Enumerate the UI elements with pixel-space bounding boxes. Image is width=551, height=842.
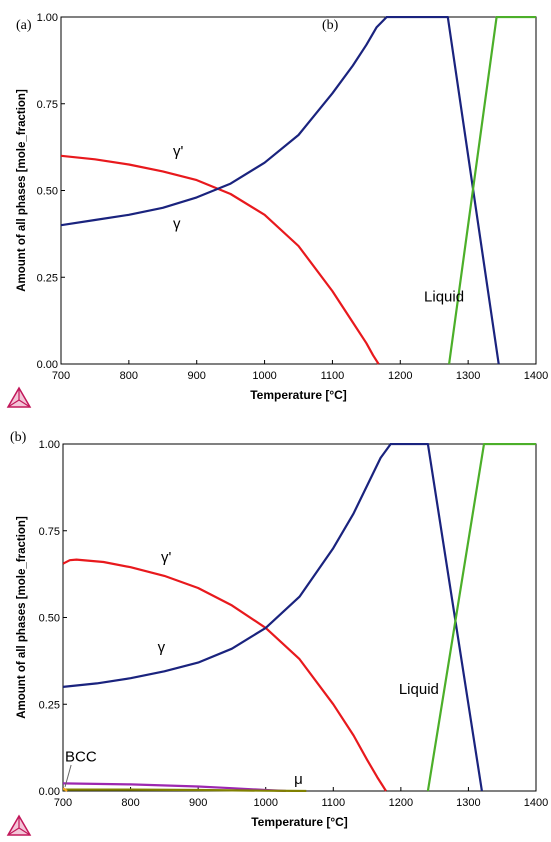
series-annotation: γ [158, 639, 166, 656]
y-axis-label: Amount of all phases [mole_fraction] [16, 89, 28, 292]
plot-area [62, 443, 537, 792]
series-line-liquid [426, 443, 536, 792]
chart-b-svg: 700 800 900 1000 1100 1200 1300 1400 0.00 0.25 0.5… [16, 439, 548, 829]
x-tick-label: 800 [121, 797, 139, 809]
x-tick-label: 1200 [389, 797, 413, 809]
y-tick-label: 0.25 [37, 272, 58, 284]
series-annotation: γ' [161, 549, 172, 566]
x-tick-label: 1400 [524, 370, 548, 382]
series-group [61, 16, 536, 365]
series-group [63, 443, 536, 792]
x-tick-label: 1300 [456, 370, 480, 382]
panel-label-b: (b) [10, 430, 27, 445]
series-annotation: BCC [65, 749, 97, 766]
x-tick-label: 1000 [252, 370, 276, 382]
series-line-minor [63, 787, 68, 792]
y-tick-label: 0.00 [37, 359, 58, 371]
x-tick-label: 1000 [253, 797, 277, 809]
series-line-gamma-prime [63, 558, 387, 792]
panel-label-a: (a) [16, 18, 32, 33]
y-axis-label: Amount of all phases [mole_fraction] [16, 516, 28, 719]
x-tick-label: 700 [54, 797, 72, 809]
series-annotation: Liquid [399, 681, 439, 698]
chart-panel-b: (b) 700 800 900 1000 1100 1200 1300 1400 0.00 0.2… [0, 426, 551, 842]
x-tick-label: 1100 [321, 797, 345, 809]
thermo-calc-logo-icon [6, 386, 32, 408]
y-tick-label: 1.00 [39, 439, 60, 451]
y-tick-label: 0.50 [37, 186, 58, 198]
panel-label-b-stray: (b) [322, 18, 339, 33]
x-tick-label: 900 [189, 797, 207, 809]
series-line-gamma [61, 16, 500, 365]
y-tick-label: 0.00 [39, 786, 60, 798]
x-axis-label: Temperature [°C] [251, 815, 348, 829]
series-line-mu [63, 788, 307, 792]
x-tick-label: 900 [188, 370, 206, 382]
series-annotation: γ [173, 216, 181, 233]
y-tick-label: 0.25 [39, 699, 60, 711]
chart-panel-a: (a) (b) 700 800 900 1000 1100 1200 1300 1400 0.0… [0, 0, 551, 414]
x-tick-label: 700 [52, 370, 70, 382]
y-tick-label: 0.75 [39, 526, 60, 538]
bcc-pointer-line [64, 764, 72, 787]
x-tick-label: 1100 [321, 370, 345, 382]
x-tick-label: 1200 [388, 370, 412, 382]
x-tick-label: 1300 [456, 797, 480, 809]
x-axis-label: Temperature [°C] [250, 388, 347, 402]
y-tick-label: 1.00 [37, 12, 58, 24]
series-line-liquid [448, 16, 536, 365]
plot-area [60, 16, 537, 365]
series-annotation: γ' [173, 143, 184, 160]
series-annotation: μ [294, 771, 303, 788]
y-tick-label: 0.75 [37, 99, 58, 111]
x-tick-label: 1400 [524, 797, 548, 809]
x-tick-label: 800 [120, 370, 138, 382]
chart-a-svg: 700 800 900 1000 1100 1200 1300 1400 0.00 0.25 0.5… [16, 12, 548, 402]
series-line-gamma-prime [61, 154, 380, 365]
series-annotation: Liquid [424, 289, 464, 306]
series-line-gamma [63, 443, 483, 792]
thermo-calc-logo-icon [6, 814, 32, 836]
y-tick-label: 0.50 [39, 613, 60, 625]
